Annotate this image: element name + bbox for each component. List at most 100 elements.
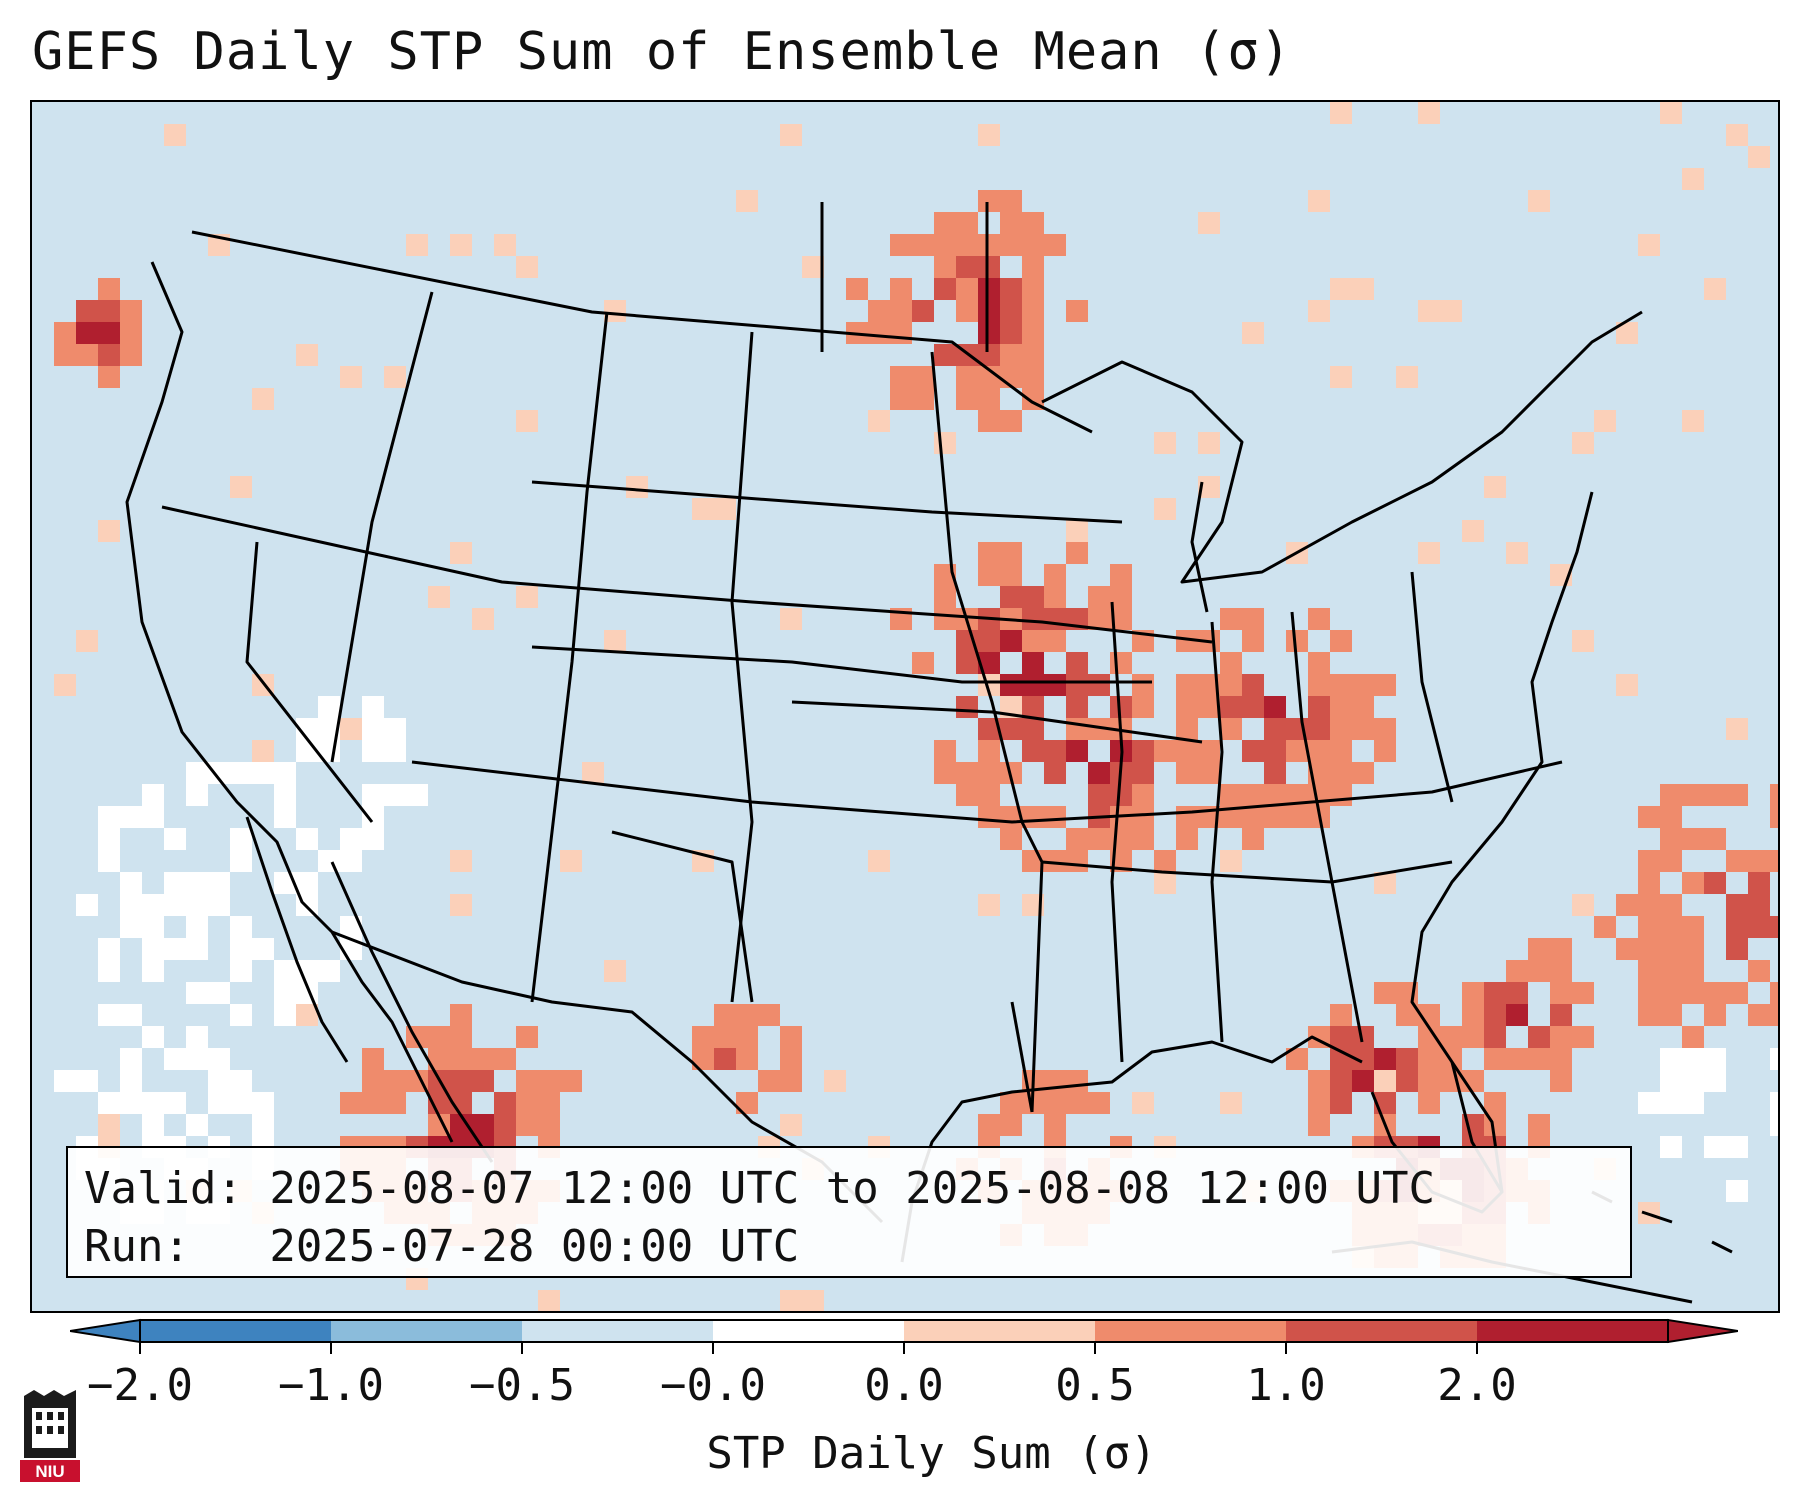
anomaly-cell [1396,366,1418,388]
anomaly-cell [1528,1026,1550,1048]
anomaly-cell [1528,1114,1550,1136]
anomaly-cell [1550,1004,1572,1026]
anomaly-cell [1044,608,1066,630]
anomaly-cell [76,322,98,344]
colorbar-segment [140,1320,332,1342]
anomaly-cell [780,1048,802,1070]
anomaly-cell [1330,762,1352,784]
anomaly-cell [1044,586,1066,608]
anomaly-cell [1220,652,1242,674]
anomaly-cell [1088,608,1110,630]
anomaly-cell [340,828,362,850]
anomaly-cell [1308,300,1330,322]
anomaly-cell [912,388,934,410]
anomaly-cell [1308,190,1330,212]
state-line [1210,621,1224,1043]
anomaly-cell [1352,762,1374,784]
anomaly-cell [978,784,1000,806]
anomaly-cell [362,828,384,850]
anomaly-cell [1110,608,1132,630]
anomaly-cell [186,872,208,894]
anomaly-cell [978,542,1000,564]
anomaly-cell [516,410,538,432]
anomaly-cell [494,1092,516,1114]
anomaly-cell [1000,674,1022,696]
anomaly-cell [1352,1070,1374,1092]
state-line [531,645,1152,684]
anomaly-cell [1044,234,1066,256]
anomaly-cell [868,410,890,432]
anomaly-cell [362,718,384,740]
anomaly-cell [890,234,912,256]
anomaly-cell [1770,1004,1778,1026]
anomaly-cell [1242,828,1264,850]
anomaly-cell [1242,630,1264,652]
anomaly-cell [120,1070,142,1092]
anomaly-cell [1022,608,1044,630]
anomaly-cell [714,498,736,520]
anomaly-cell [362,806,384,828]
anomaly-cell [736,1004,758,1026]
anomaly-cell [1572,1026,1594,1048]
anomaly-cell [1264,762,1286,784]
anomaly-cell [362,740,384,762]
anomaly-cell [450,1070,472,1092]
anomaly-cell [164,938,186,960]
anomaly-cell [1022,586,1044,608]
anomaly-cell [978,366,1000,388]
anomaly-cell [54,344,76,366]
anomaly-cell [978,564,1000,586]
anomaly-cell [98,1004,120,1026]
state-line [930,351,1044,1113]
colorbar-tick-label: −0.0 [660,1360,766,1411]
anomaly-cell [186,762,208,784]
anomaly-cell [868,850,890,872]
anomaly-cell [428,1114,450,1136]
west-coast-line [125,261,454,1143]
anomaly-cell [98,806,120,828]
anomaly-cell [472,1048,494,1070]
anomaly-cell [846,278,868,300]
anomaly-cell [868,300,890,322]
anomaly-cell [1770,850,1778,872]
anomaly-cell [450,894,472,916]
anomaly-cell [1682,872,1704,894]
anomaly-cell [1704,872,1726,894]
anomaly-cell [1726,850,1748,872]
anomaly-cell [186,894,208,916]
anomaly-cell [1176,674,1198,696]
anomaly-cell [978,630,1000,652]
anomaly-cell [142,1026,164,1048]
anomaly-cell [1242,806,1264,828]
anomaly-cell [1286,630,1308,652]
anomaly-cell [1022,696,1044,718]
anomaly-cell [692,498,714,520]
anomaly-cell [1616,322,1638,344]
anomaly-cell [1462,520,1484,542]
anomaly-cell [384,366,406,388]
anomaly-cell [1330,740,1352,762]
colorbar-tick-label: −1.0 [278,1360,384,1411]
anomaly-cell [1660,938,1682,960]
anomaly-cell [1198,696,1220,718]
anomaly-cell [1330,366,1352,388]
anomaly-cell [1132,806,1154,828]
anomaly-cell [1242,608,1264,630]
anomaly-cell [692,1026,714,1048]
anomaly-cell [780,608,802,630]
anomaly-cell [450,234,472,256]
anomaly-cell [516,1114,538,1136]
anomaly-cell [978,300,1000,322]
anomaly-cell [934,432,956,454]
anomaly-cell [1000,564,1022,586]
anomaly-cell [1154,740,1176,762]
anomaly-cell [1308,718,1330,740]
anomaly-cell [780,1026,802,1048]
anomaly-cell [274,784,296,806]
anomaly-cell [560,850,582,872]
anomaly-cell [1418,1092,1440,1114]
map-panel[interactable] [30,100,1780,1313]
anomaly-cell [252,740,274,762]
anomaly-cell [1022,630,1044,652]
anomaly-cell [120,894,142,916]
